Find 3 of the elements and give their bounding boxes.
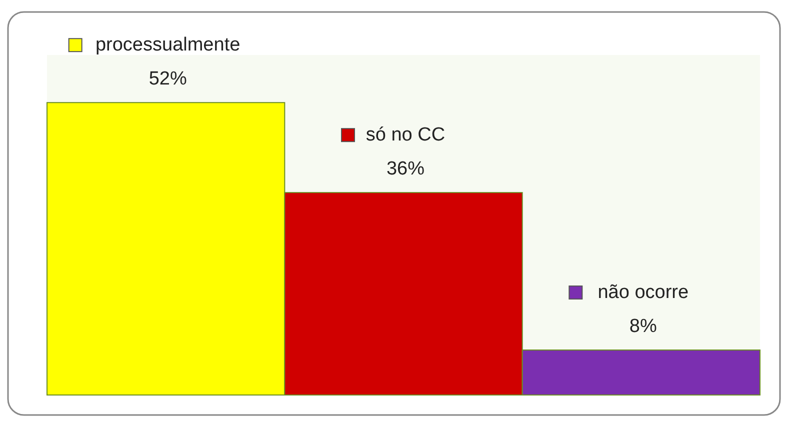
- data-label: não ocorre 8%: [598, 282, 689, 338]
- data-label: só no CC 36%: [366, 124, 446, 180]
- data-label: processualmente 52%: [95, 34, 240, 90]
